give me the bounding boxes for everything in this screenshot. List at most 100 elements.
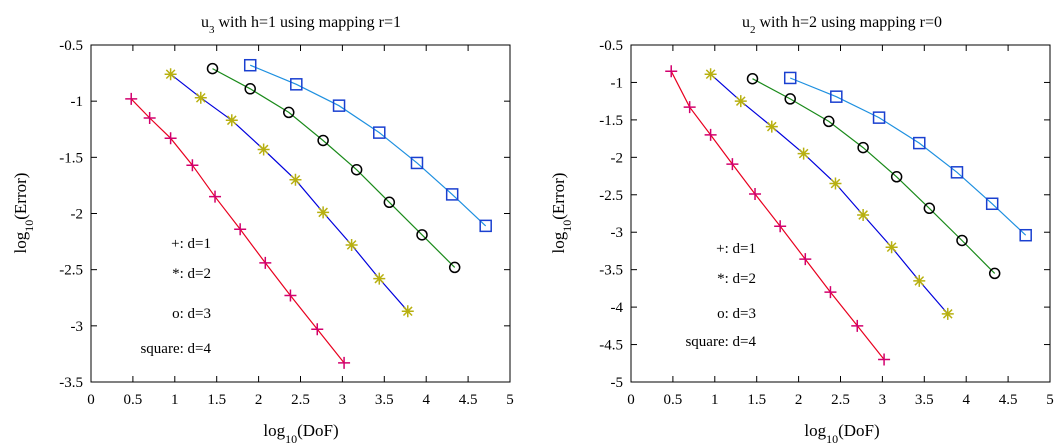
plus-series [125,92,351,369]
y-tick-label: -5 [611,375,624,391]
x-tick-label: 0 [627,392,635,408]
x-tick-label: 1 [711,392,719,408]
y-tick-label: -3 [611,225,624,241]
x-tick-label: 4 [422,392,430,408]
star-marker [317,206,330,219]
x-tick-label: 1.5 [747,392,766,408]
circle-marker [923,202,936,215]
square-marker [410,156,424,170]
plus-marker [851,319,864,332]
star-series [164,68,414,318]
star-marker [345,238,358,251]
plus-marker [164,132,177,145]
chart-left-y-ticks: -3.5 -3 -2.5 -2 -1.5 -1 -0.5 [59,38,510,391]
circle-marker [956,234,968,247]
plus-marker [209,190,222,203]
plus-marker [704,128,717,141]
circle-marker [988,267,1001,280]
chart-left-x-ticks: 0 0.5 1 1.5 2 2.5 3 3.5 4 4.5 5 [87,45,514,408]
x-tick-label: 4.5 [999,392,1018,408]
x-tick-label: 5 [506,392,514,408]
chart-left: u3 with h=1 using mapping r=1 0 0.5 1 1.5 2 2… [11,14,514,446]
circle-marker [416,229,428,241]
x-tick-label: 0.5 [664,392,683,408]
circle-marker [784,93,796,105]
star-marker [225,114,238,127]
star-marker [401,305,414,318]
star-marker [941,307,954,320]
series-line [789,77,1027,236]
chart-right-legend: +: d=1 *: d=2 o: d=3 square: d=4 [685,241,756,350]
square-marker [445,188,459,201]
legend-item: square: d=4 [140,341,211,357]
square-marker [830,90,843,103]
star-marker [734,95,747,108]
y-tick-label: -3 [71,319,84,335]
chart-right-title: u2 with h=2 using mapping r=0 [742,14,942,36]
star-marker [829,177,842,190]
square-marker [783,71,797,85]
x-tick-label: 3 [339,392,347,408]
star-marker [797,147,810,160]
plus-marker [284,289,297,302]
plus-marker [878,353,891,366]
x-tick-label: 2 [255,392,263,408]
legend-item: o: d=3 [172,306,211,322]
x-tick-label: 1.5 [207,392,226,408]
square-series [783,71,1032,242]
circle-marker [283,106,295,119]
plus-marker [774,220,787,233]
chart-right-series [665,65,1032,366]
chart-left-plot-area [90,44,511,383]
series-line [249,64,487,227]
x-tick-label: 2 [795,392,803,408]
star-marker [373,272,386,285]
star-marker [257,143,270,156]
legend-item: square: d=4 [685,334,756,350]
y-tick-label: -1.5 [59,150,83,166]
square-marker [373,126,386,139]
legend-item: +: d=1 [171,236,211,252]
star-marker [194,91,207,104]
plus-marker [749,188,762,201]
series-line [130,98,345,364]
chart-left-x-axis-title: log10(DoF) [263,421,338,446]
star-marker [765,120,778,133]
x-tick-label: 3.5 [915,392,934,408]
chart-left-legend: +: d=1 *: d=2 o: d=3 square: d=4 [140,236,211,357]
square-marker [872,111,886,124]
square-marker [913,136,926,150]
plus-marker [665,65,678,78]
y-tick-label: -0.5 [599,38,623,54]
star-marker [857,208,870,221]
square-series [243,58,492,233]
x-tick-label: 0.5 [124,392,143,408]
square-marker [985,197,999,211]
y-tick-label: -4.5 [599,338,623,354]
x-tick-label: 2.5 [831,392,850,408]
star-marker [289,173,302,186]
y-tick-label: -1.5 [599,113,623,129]
plus-marker [259,256,272,269]
circle-series [746,72,1001,280]
square-marker [479,219,492,233]
circle-marker [746,72,759,85]
chart-right-x-axis-title: log10(DoF) [804,421,879,446]
square-marker [1019,228,1032,242]
plus-series [665,65,891,366]
legend-item: +: d=1 [716,241,756,257]
star-marker [704,68,717,81]
circle-series [206,62,461,274]
series-line [212,68,456,268]
legend-item: *: d=2 [717,271,756,287]
y-tick-label: -2 [71,207,84,223]
y-tick-label: -3.5 [599,263,623,279]
square-marker [950,166,964,179]
series-line [670,70,885,360]
star-marker [164,68,177,81]
plus-marker [186,159,199,172]
legend-item: *: d=2 [172,266,211,282]
plus-marker [311,323,324,336]
star-marker [885,241,898,254]
